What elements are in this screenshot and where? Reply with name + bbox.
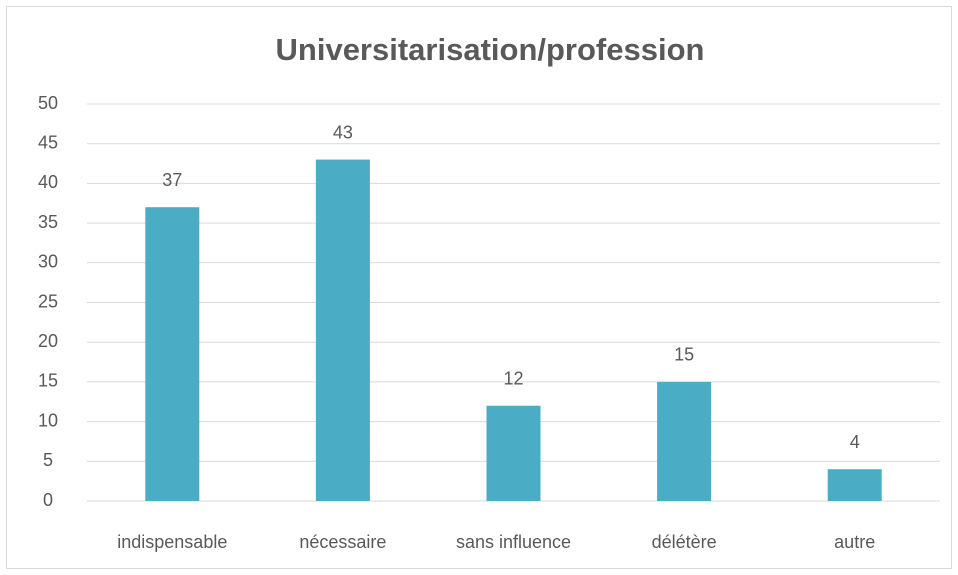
y-tick-label: 25	[38, 291, 58, 311]
bar	[486, 405, 541, 501]
x-tick-label: délétère	[652, 532, 717, 552]
y-tick-label: 30	[38, 252, 58, 272]
y-tick-label: 45	[38, 132, 58, 152]
data-label: 37	[162, 170, 182, 190]
x-tick-label: indispensable	[117, 532, 227, 552]
bar	[827, 469, 882, 501]
y-tick-label: 50	[38, 93, 58, 113]
bar	[657, 381, 712, 501]
x-tick-label: nécessaire	[299, 532, 386, 552]
y-tick-label: 0	[43, 490, 53, 510]
x-tick-label: sans influence	[456, 532, 571, 552]
y-tick-label: 5	[43, 450, 53, 470]
data-label: 12	[503, 368, 523, 388]
data-label: 15	[674, 345, 694, 365]
data-label: 43	[333, 122, 353, 142]
y-tick-label: 40	[38, 172, 58, 192]
bar	[315, 159, 370, 501]
y-tick-label: 20	[38, 331, 58, 351]
data-label: 4	[850, 432, 860, 452]
x-tick-label: autre	[834, 532, 875, 552]
chart-title: Universitarisation/profession	[276, 32, 705, 67]
y-tick-label: 10	[38, 410, 58, 430]
y-tick-label: 35	[38, 212, 58, 232]
bar	[145, 207, 200, 501]
y-tick-label: 15	[38, 371, 58, 391]
